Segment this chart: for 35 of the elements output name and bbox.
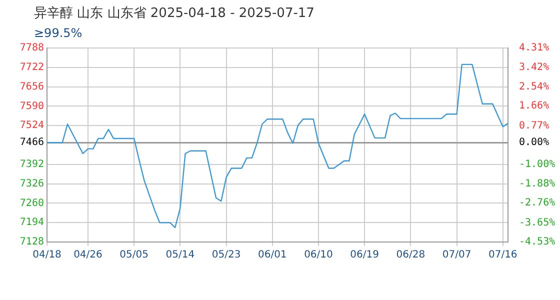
x-tick-label: 06/01 [258, 250, 287, 261]
y-tick-label: 7722 [20, 62, 44, 73]
y2-tick-label: 1.66% [519, 100, 550, 112]
y-tick-label: 7656 [20, 81, 44, 92]
y-tick-label: 7524 [20, 120, 44, 132]
y-tick-label: 7590 [20, 100, 44, 112]
y2-tick-label: 0.77% [519, 120, 550, 132]
y-tick-label: 7194 [20, 217, 44, 228]
x-tick-label: 05/05 [120, 250, 148, 261]
x-tick-label: 06/19 [350, 250, 379, 261]
y2-tick-label: -2.76% [519, 198, 556, 209]
chart-title: 异辛醇 山东 山东省 2025-04-18 - 2025-07-17 [34, 5, 314, 22]
y2-tick-label: -3.65% [519, 217, 556, 228]
y2-tick-label: -4.53% [519, 236, 556, 248]
y-tick-label: 7326 [20, 178, 44, 190]
x-tick-label: 05/14 [166, 250, 195, 261]
y-tick-label: 7260 [20, 198, 44, 209]
y2-tick-label: 0.00% [519, 137, 550, 148]
x-tick-label: 04/26 [74, 250, 102, 261]
x-tick-label: 05/23 [212, 250, 241, 261]
y-tick-label: 7788 [20, 42, 44, 54]
x-tick-label: 07/16 [488, 250, 518, 261]
x-tick-label: 04/18 [32, 250, 62, 261]
y2-tick-label: -1.00% [519, 159, 556, 170]
x-tick-label: 06/10 [304, 250, 333, 261]
x-tick-label: 07/07 [442, 250, 472, 261]
chart-subtitle: ≥99.5% [34, 26, 82, 40]
y2-tick-label: 3.42% [519, 62, 550, 74]
y2-tick-label: 4.31% [519, 42, 550, 54]
y2-tick-label: -1.88% [519, 178, 556, 190]
y-tick-label: 7466 [20, 137, 44, 148]
y-tick-label: 7128 [20, 236, 44, 248]
y-tick-label: 7392 [20, 158, 44, 170]
y2-tick-label: 2.54% [519, 81, 550, 92]
x-tick-label: 06/28 [396, 250, 426, 261]
